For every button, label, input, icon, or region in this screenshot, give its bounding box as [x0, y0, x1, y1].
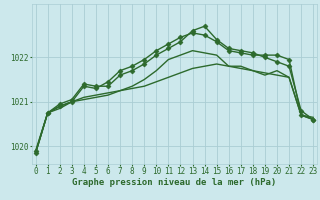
X-axis label: Graphe pression niveau de la mer (hPa): Graphe pression niveau de la mer (hPa)	[72, 178, 276, 187]
